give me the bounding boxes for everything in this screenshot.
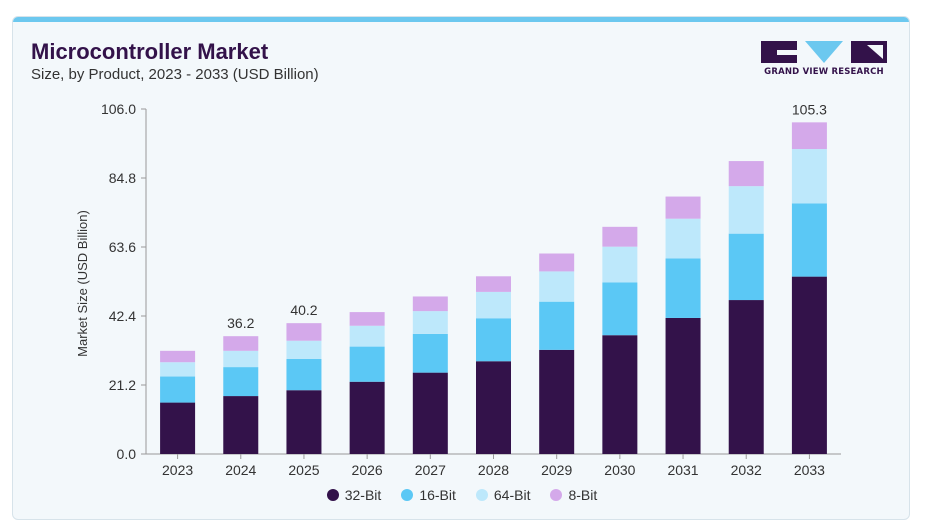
bar-64-bit-2031	[665, 218, 701, 259]
bar-64-bit-2033	[791, 149, 827, 204]
bar-8-bit-2023	[160, 350, 196, 363]
legend-item-16-bit: 16-Bit	[401, 487, 456, 503]
y-tick-label: 42.4	[109, 308, 136, 324]
bar-8-bit-2027	[412, 296, 448, 312]
bar-16-bit-2031	[665, 258, 701, 318]
x-tick-label: 2030	[604, 462, 635, 478]
bar-64-bit-2032	[728, 186, 764, 234]
bar-32-bit-2029	[539, 349, 575, 454]
x-tick-label: 2029	[541, 462, 572, 478]
accent-bar	[13, 17, 909, 22]
bar-8-bit-2031	[665, 196, 701, 219]
bar-64-bit-2026	[349, 325, 385, 347]
bar-32-bit-2024	[223, 396, 259, 454]
logo-text: GRAND VIEW RESEARCH	[764, 67, 884, 77]
x-tick-label: 2027	[415, 462, 446, 478]
bar-32-bit-2023	[160, 402, 196, 454]
legend-item-32-bit: 32-Bit	[326, 487, 382, 503]
legend-label: 64-Bit	[493, 487, 531, 503]
legend-item-8-bit: 8-Bit	[550, 487, 597, 503]
bar-64-bit-2029	[539, 271, 575, 302]
logo-mark-icon	[761, 41, 887, 63]
data-label-2024: 36.2	[227, 315, 254, 331]
bar-16-bit-2026	[349, 346, 385, 382]
bar-32-bit-2027	[412, 372, 448, 454]
x-tick-label: 2028	[478, 462, 509, 478]
bar-8-bit-2030	[602, 226, 638, 247]
bar-8-bit-2026	[349, 312, 385, 326]
bar-8-bit-2028	[476, 276, 511, 292]
y-tick-label: 84.8	[109, 170, 136, 186]
bar-16-bit-2027	[412, 333, 448, 373]
x-tick-label: 2024	[225, 462, 256, 478]
chart-subtitle: Size, by Product, 2023 - 2033 (USD Billi…	[31, 66, 319, 83]
chart-card: Microcontroller Market Size, by Product,…	[12, 16, 910, 520]
x-tick-label: 2032	[731, 462, 762, 478]
bar-32-bit-2028	[476, 361, 511, 454]
grand-view-research-logo: GRAND VIEW RESEARCH	[761, 41, 887, 81]
bar-32-bit-2025	[286, 390, 322, 454]
data-label-2025: 40.2	[290, 302, 317, 318]
bar-8-bit-2029	[539, 253, 575, 272]
legend-dot-icon	[326, 489, 339, 501]
x-tick-label: 2031	[667, 462, 698, 478]
bar-8-bit-2024	[223, 336, 259, 351]
bar-64-bit-2027	[412, 311, 448, 334]
legend-label: 8-Bit	[568, 487, 598, 503]
data-label-2033: 105.3	[792, 101, 827, 117]
bar-32-bit-2033	[791, 276, 827, 454]
y-tick-label: 0.0	[117, 446, 137, 462]
bar-32-bit-2026	[349, 381, 385, 454]
x-tick-label: 2033	[794, 462, 825, 478]
bar-8-bit-2025	[286, 323, 322, 341]
y-axis-label: Market Size (USD Billion)	[75, 210, 90, 357]
bar-32-bit-2032	[728, 300, 764, 454]
stacked-bar-chart: 0.0 21.2 42.4 63.6 84.8 106.0 Market Size (USD…	[75, 101, 841, 478]
legend-item-64-bit: 64-Bit	[475, 487, 531, 503]
x-tick-label: 2025	[288, 462, 319, 478]
bar-16-bit-2033	[791, 203, 827, 277]
bar-8-bit-2032	[728, 161, 764, 187]
chart-legend: 32-Bit 16-Bit 64-Bit 8-Bit	[13, 487, 909, 503]
bar-64-bit-2030	[602, 246, 638, 283]
y-tick-label: 21.2	[109, 377, 136, 393]
chart-title: Microcontroller Market	[31, 39, 269, 64]
bar-16-bit-2024	[223, 367, 259, 397]
bar-64-bit-2025	[286, 340, 322, 359]
y-tick-label: 106.0	[101, 101, 136, 117]
y-tick-label: 63.6	[109, 239, 136, 255]
legend-dot-icon	[401, 489, 414, 501]
bar-8-bit-2033	[791, 122, 827, 150]
bar-64-bit-2028	[476, 291, 511, 319]
bar-16-bit-2025	[286, 358, 322, 391]
bar-32-bit-2031	[665, 317, 701, 454]
legend-label: 16-Bit	[419, 487, 456, 503]
bar-16-bit-2023	[160, 376, 196, 403]
bar-64-bit-2023	[160, 362, 196, 377]
bar-16-bit-2032	[728, 233, 764, 301]
bar-32-bit-2030	[602, 335, 638, 454]
legend-dot-icon	[550, 489, 563, 501]
legend-label: 32-Bit	[344, 487, 382, 503]
legend-dot-icon	[475, 489, 488, 501]
bar-16-bit-2030	[602, 282, 638, 336]
bar-64-bit-2024	[223, 350, 259, 368]
bar-16-bit-2029	[539, 301, 575, 350]
bar-16-bit-2028	[476, 318, 511, 362]
x-tick-label: 2026	[352, 462, 383, 478]
x-tick-label: 2023	[162, 462, 193, 478]
